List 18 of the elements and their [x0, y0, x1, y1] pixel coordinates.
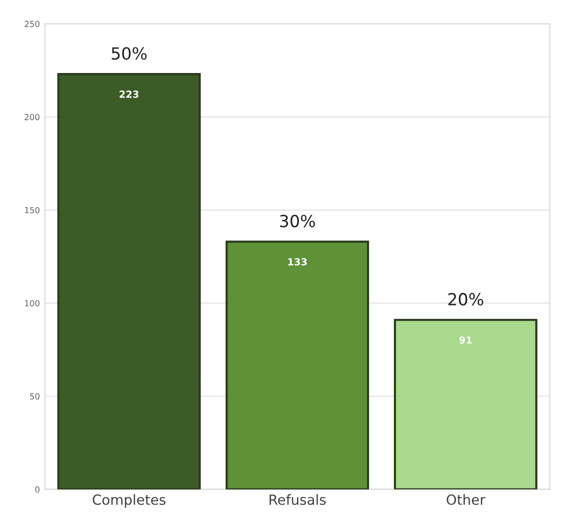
bar: [57, 73, 201, 490]
annotation: 20%: [448, 292, 484, 306]
y-tick-label: 200: [24, 114, 40, 120]
data-label: 91: [459, 336, 472, 344]
y-tick-label: 0: [35, 486, 40, 493]
x-tick-label: Refusals: [270, 494, 326, 505]
annotation: 30%: [280, 214, 315, 228]
data-label: 223: [120, 90, 138, 98]
y-tick-label: 100: [25, 300, 40, 306]
bar: [226, 240, 370, 490]
y-tick-label: 50: [30, 393, 40, 400]
data-label: 133: [288, 258, 307, 266]
x-tick-label: Completes: [92, 494, 166, 508]
y-tick-label: 250: [24, 20, 40, 28]
annotation: 50%: [112, 47, 147, 60]
bar: [394, 318, 538, 490]
x-tick-label: Other: [446, 494, 486, 505]
y-tick-label: 150: [25, 206, 40, 214]
